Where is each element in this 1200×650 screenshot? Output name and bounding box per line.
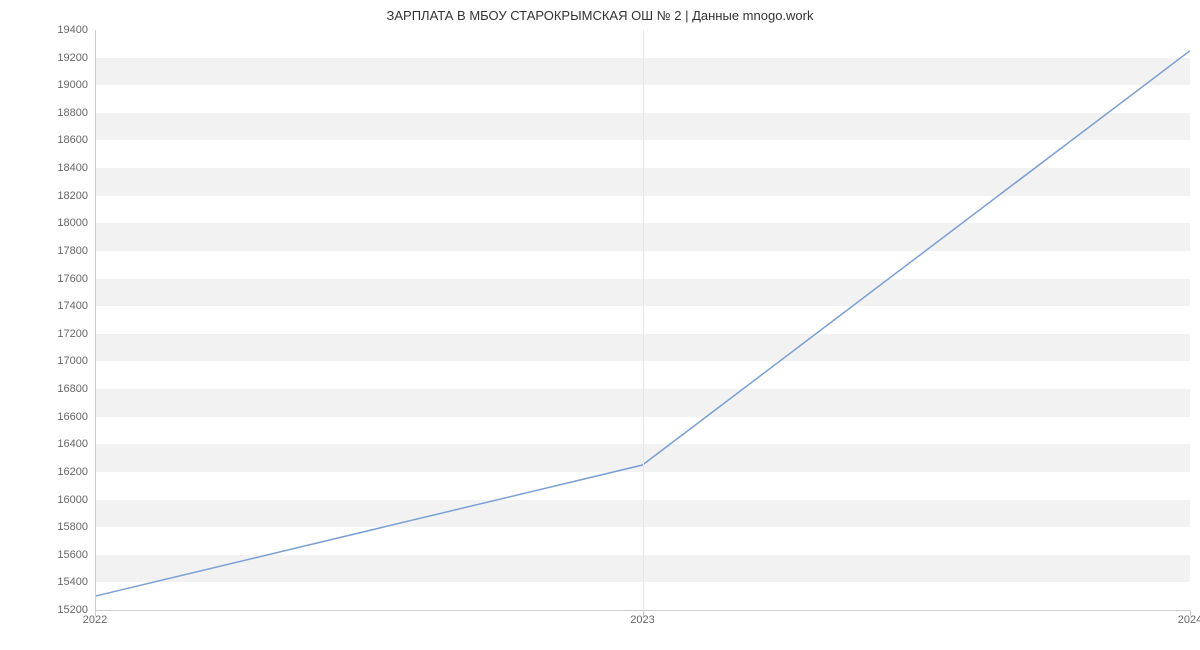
chart-title: ЗАРПЛАТА В МБОУ СТАРОКРЫМСКАЯ ОШ № 2 | Д… bbox=[0, 0, 1200, 23]
x-tick-label: 2024 bbox=[1178, 614, 1200, 626]
y-tick-label: 16200 bbox=[38, 466, 88, 478]
y-tick-label: 18000 bbox=[38, 217, 88, 229]
y-tick-label: 17800 bbox=[38, 245, 88, 257]
y-tick-label: 15800 bbox=[38, 521, 88, 533]
y-tick-label: 17200 bbox=[38, 328, 88, 340]
y-tick-label: 19400 bbox=[38, 24, 88, 36]
y-tick-label: 15600 bbox=[38, 549, 88, 561]
y-tick-label: 18400 bbox=[38, 162, 88, 174]
x-tick-label: 2023 bbox=[630, 614, 654, 626]
y-tick-label: 17400 bbox=[38, 300, 88, 312]
y-tick-label: 16800 bbox=[38, 383, 88, 395]
y-tick-label: 18800 bbox=[38, 107, 88, 119]
y-tick-label: 19200 bbox=[38, 52, 88, 64]
y-tick-label: 15400 bbox=[38, 576, 88, 588]
y-tick-label: 17600 bbox=[38, 273, 88, 285]
x-gridline bbox=[643, 30, 644, 610]
y-tick-label: 15200 bbox=[38, 604, 88, 616]
y-axis-line bbox=[95, 30, 96, 610]
y-tick-label: 16600 bbox=[38, 411, 88, 423]
y-tick-label: 16400 bbox=[38, 438, 88, 450]
y-tick-label: 18200 bbox=[38, 190, 88, 202]
y-tick-label: 18600 bbox=[38, 134, 88, 146]
y-tick-label: 19000 bbox=[38, 79, 88, 91]
y-tick-label: 16000 bbox=[38, 494, 88, 506]
line-chart: ЗАРПЛАТА В МБОУ СТАРОКРЫМСКАЯ ОШ № 2 | Д… bbox=[0, 0, 1200, 650]
y-tick-label: 17000 bbox=[38, 355, 88, 367]
x-tick-label: 2022 bbox=[83, 614, 107, 626]
